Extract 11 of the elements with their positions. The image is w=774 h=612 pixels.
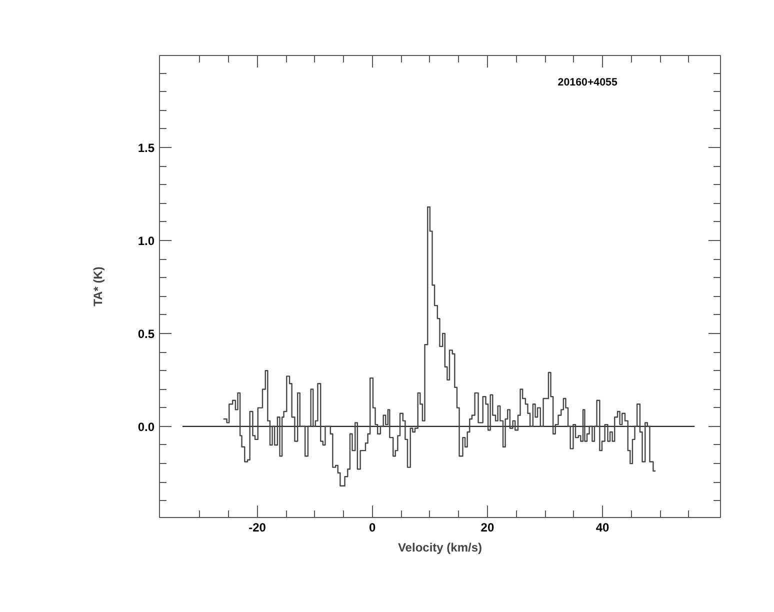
y-tick-label: 0.0 — [138, 420, 155, 434]
x-axis-title: Velocity (km/s) — [398, 540, 482, 554]
x-tick-label: 0 — [369, 520, 376, 534]
y-tick-label: 1.0 — [138, 234, 155, 248]
text: 20160+4055 — [558, 76, 618, 89]
y-tick-label: 0.5 — [138, 326, 155, 341]
x-tick-label: 40 — [596, 520, 610, 534]
x-tick-label: 20 — [480, 520, 494, 534]
y-tick-label: 1.5 — [138, 141, 155, 156]
x-tick-label: -20 — [248, 520, 266, 534]
y-axis-title: TA* (K) — [90, 266, 105, 306]
